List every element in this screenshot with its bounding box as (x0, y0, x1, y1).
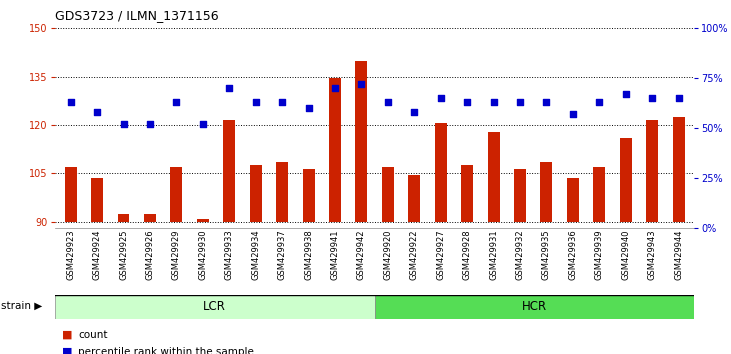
Point (91, 109, 103, 115)
Bar (55, 295, 374, 319)
Text: GDS3723 / ILMN_1371156: GDS3723 / ILMN_1371156 (55, 9, 219, 22)
Point (197, 121, 208, 127)
Point (514, 99, 526, 105)
Bar (65, 167, 77, 222)
Bar (567, 178, 579, 222)
Point (276, 99, 288, 105)
Bar (250, 165, 262, 222)
Bar (355, 61, 368, 222)
Bar (540, 162, 553, 222)
Point (303, 105, 314, 111)
Bar (91, 178, 103, 222)
Text: strain ▶: strain ▶ (1, 301, 42, 311)
Bar (118, 214, 129, 222)
Point (355, 81, 367, 87)
Bar (488, 132, 499, 222)
Point (329, 86, 341, 91)
Point (144, 121, 156, 127)
Bar (435, 124, 447, 222)
Text: count: count (78, 330, 107, 339)
Point (646, 96, 658, 101)
Bar (461, 165, 473, 222)
Point (65, 99, 77, 105)
Text: percentile rank within the sample: percentile rank within the sample (78, 347, 254, 354)
Bar (303, 169, 314, 222)
Bar (374, 295, 694, 319)
Point (224, 86, 235, 91)
Text: LCR: LCR (203, 300, 226, 313)
Bar (382, 167, 394, 222)
Point (488, 99, 499, 105)
Point (435, 96, 447, 101)
Bar (620, 138, 632, 222)
Point (620, 91, 632, 97)
Bar (224, 120, 235, 222)
Bar (197, 219, 209, 222)
Bar (144, 214, 156, 222)
Point (118, 121, 129, 127)
Point (382, 99, 394, 105)
Bar (594, 167, 605, 222)
Bar (514, 169, 526, 222)
Bar (276, 162, 288, 222)
Point (461, 99, 473, 105)
Point (594, 99, 605, 105)
Text: ■: ■ (62, 330, 72, 339)
Point (541, 99, 553, 105)
Point (673, 96, 684, 101)
Bar (409, 175, 420, 222)
Bar (329, 78, 341, 222)
Text: ■: ■ (62, 347, 72, 354)
Point (409, 109, 420, 115)
Point (170, 99, 182, 105)
Bar (170, 167, 182, 222)
Text: HCR: HCR (522, 300, 547, 313)
Bar (646, 120, 658, 222)
Bar (673, 117, 684, 222)
Point (250, 99, 262, 105)
Point (567, 112, 579, 117)
